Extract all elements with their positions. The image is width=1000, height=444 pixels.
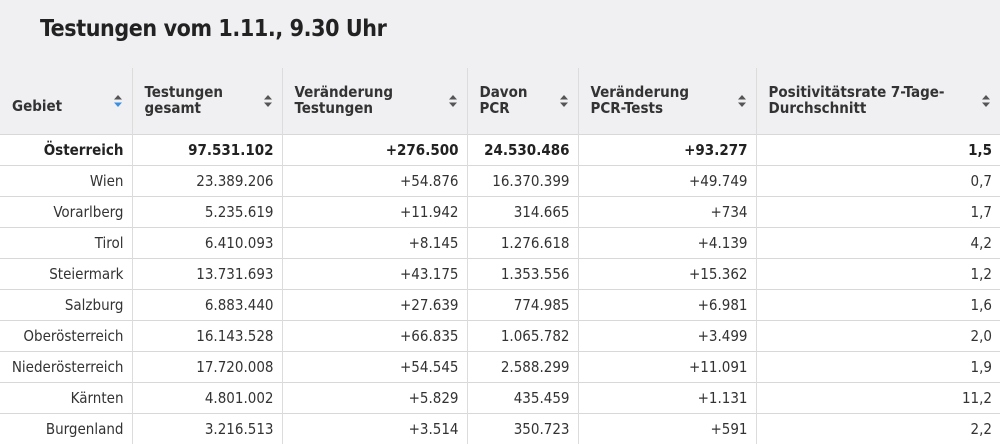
table-row: Kärnten 4.801.002 +5.829 435.459 +1.131 11,2 <box>0 382 1000 413</box>
table-row: Steiermark 13.731.693 +43.175 1.353.556 +15.… <box>0 258 1000 289</box>
sort-icon[interactable] <box>981 93 991 109</box>
sort-icon[interactable] <box>113 93 123 109</box>
sort-icon[interactable] <box>263 93 273 109</box>
table-cell: Steiermark <box>49 264 124 283</box>
table-row: Tirol 6.410.093 +8.145 1.276.618 +4.139 4,2 <box>0 227 1000 258</box>
table-cell: 6.883.440 <box>131 289 282 320</box>
table-cell: 1.065.782 <box>466 320 578 351</box>
table-header-row: Gebiet Testungen gesamt Veränderung Test… <box>0 68 1000 134</box>
table-cell: +5.829 <box>281 382 467 413</box>
table-cell: Tirol <box>94 233 124 252</box>
table-cell: 4,2 <box>755 227 1000 258</box>
table-cell: +591 <box>577 413 756 444</box>
table-cell: 1,6 <box>755 289 1000 320</box>
table-cell: +276.500 <box>281 134 467 165</box>
table-cell: +54.876 <box>281 165 467 196</box>
table-row: Wien 23.389.206 +54.876 16.370.399 +49.749 0,… <box>0 165 1000 196</box>
table-body: Österreich 97.531.102 +276.500 24.530.486 +9… <box>0 134 1000 444</box>
sort-icon[interactable] <box>559 93 569 109</box>
table-cell: 23.389.206 <box>131 165 282 196</box>
table-cell: +15.362 <box>577 258 756 289</box>
table-cell: 1.276.618 <box>466 227 578 258</box>
table-cell: 5.235.619 <box>131 196 282 227</box>
column-header-veraenderung-pcr-tests[interactable]: Veränderung PCR-Tests <box>577 68 756 134</box>
table-cell: +1.131 <box>577 382 756 413</box>
table-cell: +27.639 <box>281 289 467 320</box>
table-cell: 1,2 <box>755 258 1000 289</box>
table-cell: 2.588.299 <box>466 351 578 382</box>
table-cell: +43.175 <box>281 258 467 289</box>
table-cell: 17.720.008 <box>131 351 282 382</box>
table-cell: +11.942 <box>281 196 467 227</box>
table-cell: 1,5 <box>755 134 1000 165</box>
column-header-label: Gebiet <box>12 96 63 115</box>
table-cell: +4.139 <box>577 227 756 258</box>
table-cell: +8.145 <box>281 227 467 258</box>
table-cell: 2,2 <box>755 413 1000 444</box>
table-cell: Vorarlberg <box>53 202 124 221</box>
column-header-label: Davon PCR <box>479 83 528 117</box>
table-cell: 2,0 <box>755 320 1000 351</box>
table-cell: 4.801.002 <box>131 382 282 413</box>
page-title: Testungen vom 1.11., 9.30 Uhr <box>40 16 387 42</box>
table-cell: +93.277 <box>577 134 756 165</box>
title-bar: Testungen vom 1.11., 9.30 Uhr <box>0 0 1000 68</box>
column-header-positivitaetsrate[interactable]: Positivitätsrate 7-Tage-Durchschnitt <box>755 68 1000 134</box>
table-cell: 3.216.513 <box>131 413 282 444</box>
sort-icon[interactable] <box>737 93 747 109</box>
column-header-label: Testungen gesamt <box>144 83 224 117</box>
table-cell: Burgenland <box>45 419 124 438</box>
table-row: Oberösterreich 16.143.528 +66.835 1.065.782… <box>0 320 1000 351</box>
column-header-label: Veränderung PCR-Tests <box>590 83 690 117</box>
table-row: Burgenland 3.216.513 +3.514 350.723 +591 2,2 <box>0 413 1000 444</box>
column-header-gebiet[interactable]: Gebiet <box>0 68 132 134</box>
table-cell: +11.091 <box>577 351 756 382</box>
table-cell: +734 <box>577 196 756 227</box>
column-header-davon-pcr[interactable]: Davon PCR <box>466 68 578 134</box>
table-cell: 350.723 <box>466 413 578 444</box>
table-cell: +54.545 <box>281 351 467 382</box>
table-cell: Österreich <box>43 140 124 159</box>
table-cell: Kärnten <box>70 388 124 407</box>
table-row: Niederösterreich 17.720.008 +54.545 2.588.2… <box>0 351 1000 382</box>
sort-icon[interactable] <box>448 93 458 109</box>
table-cell: 1,7 <box>755 196 1000 227</box>
column-header-label: Veränderung Testungen <box>294 83 394 117</box>
table-cell: 11,2 <box>755 382 1000 413</box>
table-cell: 435.459 <box>466 382 578 413</box>
table-cell: +3.499 <box>577 320 756 351</box>
table-cell: 16.143.528 <box>131 320 282 351</box>
table-cell: Salzburg <box>64 295 124 314</box>
column-header-veraenderung-testungen[interactable]: Veränderung Testungen <box>281 68 467 134</box>
data-table: Gebiet Testungen gesamt Veränderung Test… <box>0 68 1000 444</box>
table-cell: +3.514 <box>281 413 467 444</box>
table-row: Salzburg 6.883.440 +27.639 774.985 +6.981 1,6 <box>0 289 1000 320</box>
table-cell: +49.749 <box>577 165 756 196</box>
table-row: Vorarlberg 5.235.619 +11.942 314.665 +734 1,7 <box>0 196 1000 227</box>
column-header-label: Positivitätsrate 7-Tage-Durchschnitt <box>768 83 945 117</box>
table-cell: 24.530.486 <box>466 134 578 165</box>
table-cell: 16.370.399 <box>466 165 578 196</box>
table-cell: 774.985 <box>466 289 578 320</box>
table-cell: 314.665 <box>466 196 578 227</box>
table-cell: +66.835 <box>281 320 467 351</box>
table-cell: Oberösterreich <box>23 326 124 345</box>
table-cell: +6.981 <box>577 289 756 320</box>
table-cell: 1,9 <box>755 351 1000 382</box>
table-cell: 13.731.693 <box>131 258 282 289</box>
table-cell: 6.410.093 <box>131 227 282 258</box>
table-cell: Niederösterreich <box>11 357 124 376</box>
column-header-testungen-gesamt[interactable]: Testungen gesamt <box>131 68 282 134</box>
table-cell: 1.353.556 <box>466 258 578 289</box>
table-row: Österreich 97.531.102 +276.500 24.530.486 +9… <box>0 134 1000 165</box>
table-cell: Wien <box>89 171 124 190</box>
table-cell: 97.531.102 <box>131 134 282 165</box>
table-cell: 0,7 <box>755 165 1000 196</box>
